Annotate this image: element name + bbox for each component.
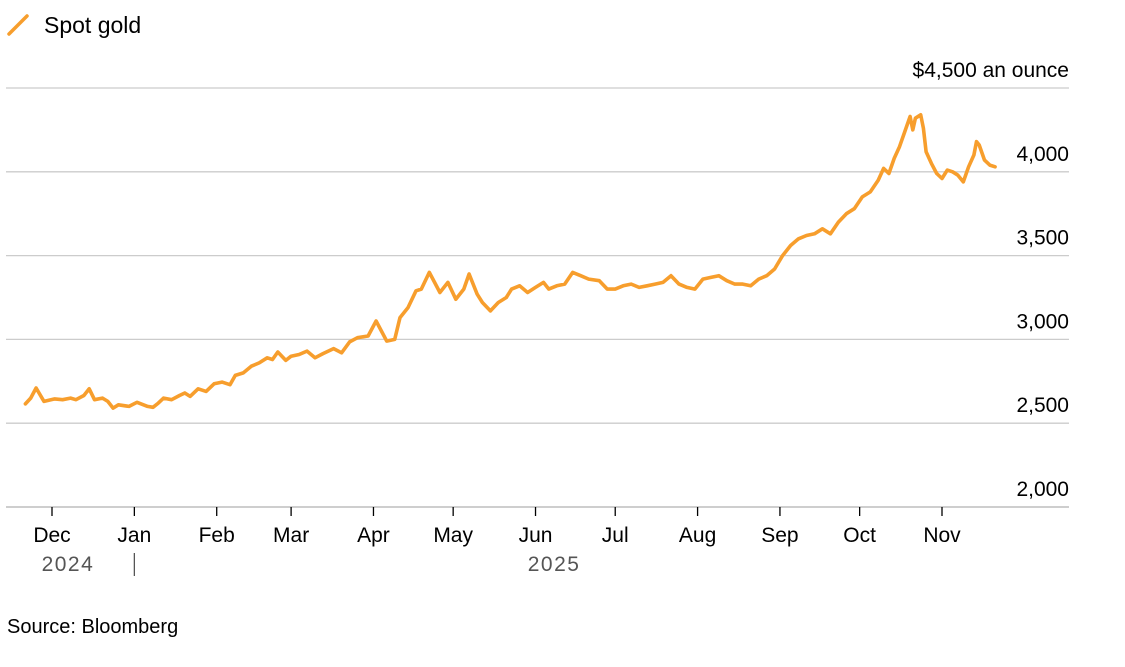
x-tick-label: Mar <box>273 524 309 547</box>
y-axis-labels: $4,500 an ounce 4,000 3,500 3,000 2,500 2,000 <box>913 59 1069 501</box>
x-tick-label: Jun <box>519 524 553 547</box>
x-tick-label: Aug <box>679 524 716 547</box>
spot-gold-line <box>23 113 997 410</box>
y-tick-label: 2,500 <box>1016 394 1069 417</box>
y-tick-label: 3,000 <box>1016 310 1069 333</box>
legend-label: Spot gold <box>44 11 142 38</box>
y-tick-label: 4,000 <box>1016 143 1069 166</box>
x-tick-label: May <box>433 524 473 547</box>
x-tick-label: Dec <box>33 524 70 547</box>
x-tick-label: Jan <box>117 524 151 547</box>
year-label: 2025 <box>528 553 581 576</box>
grid-lines <box>6 87 1069 508</box>
y-tick-label: $4,500 an ounce <box>913 59 1069 82</box>
year-label: 2024 <box>42 553 95 576</box>
x-tick-label: Oct <box>843 524 876 547</box>
x-tick-label: Apr <box>357 524 390 547</box>
source-note: Source: Bloomberg <box>7 616 179 638</box>
x-tick-label: Jul <box>602 524 629 547</box>
chart-legend: Spot gold <box>6 10 141 40</box>
x-tick-label: Nov <box>923 524 961 547</box>
y-tick-label: 2,000 <box>1016 478 1069 501</box>
orange-line-icon <box>7 14 29 36</box>
y-tick-label: 3,500 <box>1016 227 1069 250</box>
x-tick-label: Sep <box>761 524 798 547</box>
x-tick-label: Feb <box>199 524 235 547</box>
x-axis: Dec Jan Feb Mar Apr May Jun Jul Aug Sep Oct Nov 2024… <box>33 507 961 576</box>
